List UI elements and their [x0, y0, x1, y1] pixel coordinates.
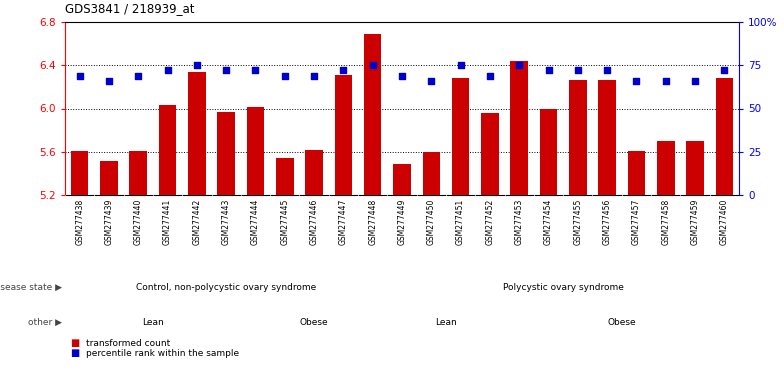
Text: Control, non-polycystic ovary syndrome: Control, non-polycystic ovary syndrome — [136, 283, 316, 292]
Text: GSM277440: GSM277440 — [134, 199, 143, 245]
Text: Obese: Obese — [299, 318, 328, 327]
Bar — [510, 61, 528, 195]
Text: GSM277446: GSM277446 — [310, 199, 318, 245]
Bar — [716, 78, 733, 195]
Text: Lean: Lean — [435, 318, 457, 327]
Point — [572, 67, 584, 73]
Text: GSM277459: GSM277459 — [691, 199, 699, 245]
Text: GSM277445: GSM277445 — [281, 199, 289, 245]
Point — [337, 67, 350, 73]
Bar — [335, 75, 352, 195]
Bar — [71, 151, 89, 195]
Point — [366, 62, 379, 68]
Text: ■: ■ — [70, 348, 79, 358]
Bar — [364, 34, 382, 195]
Text: GSM277456: GSM277456 — [603, 199, 612, 245]
Text: GSM277439: GSM277439 — [104, 199, 114, 245]
Text: ■: ■ — [70, 338, 79, 348]
Text: GSM277455: GSM277455 — [573, 199, 583, 245]
Point — [396, 73, 408, 79]
Text: percentile rank within the sample: percentile rank within the sample — [85, 349, 239, 358]
Text: disease state ▶: disease state ▶ — [0, 283, 62, 292]
Text: GSM277451: GSM277451 — [456, 199, 465, 245]
Text: other ▶: other ▶ — [28, 318, 62, 327]
Point — [484, 73, 496, 79]
Text: GSM277447: GSM277447 — [339, 199, 348, 245]
Text: GSM277442: GSM277442 — [192, 199, 201, 245]
Text: GSM277457: GSM277457 — [632, 199, 641, 245]
Text: GSM277453: GSM277453 — [515, 199, 524, 245]
Point — [689, 78, 702, 84]
Bar — [423, 152, 440, 195]
Point — [455, 62, 467, 68]
Point — [543, 67, 555, 73]
Text: Obese: Obese — [608, 318, 636, 327]
Text: Polycystic ovary syndrome: Polycystic ovary syndrome — [503, 283, 623, 292]
Text: transformed count: transformed count — [85, 339, 170, 348]
Point — [103, 78, 115, 84]
Bar — [657, 141, 674, 195]
Text: GSM277443: GSM277443 — [222, 199, 230, 245]
Point — [191, 62, 203, 68]
Point — [601, 67, 613, 73]
Text: GSM277449: GSM277449 — [397, 199, 406, 245]
Point — [718, 67, 731, 73]
Bar — [217, 112, 235, 195]
Bar — [247, 108, 264, 195]
Text: GSM277458: GSM277458 — [661, 199, 670, 245]
Point — [249, 67, 262, 73]
Text: GDS3841 / 218939_at: GDS3841 / 218939_at — [65, 2, 194, 15]
Text: GSM277444: GSM277444 — [251, 199, 260, 245]
Text: Lean: Lean — [142, 318, 164, 327]
Bar — [539, 109, 557, 195]
Bar — [628, 151, 645, 195]
Point — [220, 67, 232, 73]
Text: GSM277452: GSM277452 — [485, 199, 495, 245]
Text: GSM277450: GSM277450 — [426, 199, 436, 245]
Text: GSM277441: GSM277441 — [163, 199, 172, 245]
Point — [278, 73, 291, 79]
Bar — [569, 80, 586, 195]
Point — [425, 78, 437, 84]
Point — [132, 73, 144, 79]
Bar — [188, 72, 205, 195]
Bar — [159, 105, 176, 195]
Point — [308, 73, 321, 79]
Bar — [394, 164, 411, 195]
Bar — [100, 162, 118, 195]
Point — [162, 67, 174, 73]
Bar — [481, 113, 499, 195]
Bar — [452, 78, 470, 195]
Point — [659, 78, 672, 84]
Text: GSM277454: GSM277454 — [544, 199, 553, 245]
Bar — [686, 141, 704, 195]
Bar — [305, 150, 323, 195]
Text: GSM277438: GSM277438 — [75, 199, 84, 245]
Point — [630, 78, 643, 84]
Bar — [129, 151, 147, 195]
Bar — [598, 80, 616, 195]
Text: GSM277448: GSM277448 — [368, 199, 377, 245]
Point — [513, 62, 525, 68]
Point — [74, 73, 86, 79]
Bar — [276, 158, 293, 195]
Text: GSM277460: GSM277460 — [720, 199, 729, 245]
